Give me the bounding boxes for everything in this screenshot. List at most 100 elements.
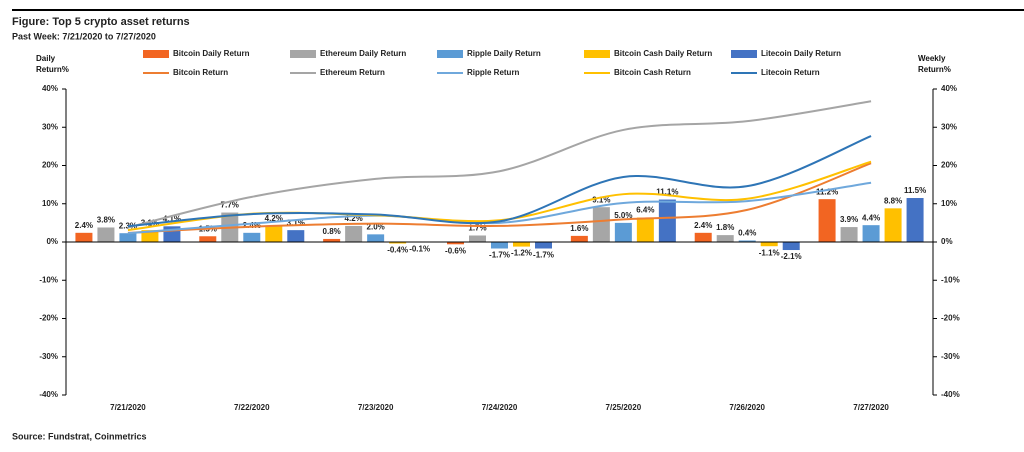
bar	[614, 222, 632, 242]
bar	[447, 242, 464, 245]
bar	[592, 207, 610, 242]
bar	[119, 233, 137, 242]
y2-tick-label: -30%	[941, 352, 960, 361]
bar	[884, 208, 902, 242]
legend-swatch	[437, 50, 463, 58]
y-tick-label: 30%	[42, 122, 58, 131]
value-label: 3.9%	[840, 215, 858, 224]
legend-label: Bitcoin Return	[173, 68, 228, 77]
bar	[389, 242, 407, 244]
value-label: -1.7%	[533, 251, 554, 260]
chart-subtitle: Past Week: 7/21/2020 to 7/27/2020	[12, 31, 156, 41]
legend-label: Bitcoin Cash Return	[614, 68, 691, 77]
bar	[840, 227, 858, 242]
legend-label: Ethereum Daily Return	[320, 49, 406, 58]
value-label: 7.7%	[221, 201, 239, 210]
legend-label: Bitcoin Daily Return	[173, 49, 250, 58]
source: Source: Fundstrat, Coinmetrics	[12, 431, 147, 441]
bar	[469, 235, 486, 242]
y2-tick-label: 0%	[941, 237, 953, 246]
value-label: 8.8%	[884, 196, 902, 205]
value-label: 0.8%	[323, 227, 341, 236]
x-tick-label: 7/23/2020	[358, 403, 394, 412]
y-tick-label: 40%	[42, 84, 58, 93]
y-axis-label: Daily Return%	[36, 54, 69, 74]
value-label: 11.1%	[656, 188, 678, 197]
bar	[97, 227, 115, 242]
y-tick-label: -20%	[39, 314, 58, 323]
y2-tick-label: 10%	[941, 199, 957, 208]
bar	[199, 236, 217, 242]
x-tick-label: 7/25/2020	[606, 403, 642, 412]
bar	[906, 198, 924, 242]
y2-tick-label: 40%	[941, 84, 957, 93]
x-tick-label: 7/21/2020	[110, 403, 146, 412]
value-label: 4.1%	[163, 214, 181, 223]
y2-tick-label: -10%	[941, 275, 960, 284]
value-label: -2.1%	[781, 252, 802, 261]
value-label: -1.7%	[489, 251, 510, 260]
y-tick-label: -30%	[39, 352, 58, 361]
legend-swatch	[731, 50, 757, 58]
bar	[782, 242, 800, 251]
y2-axis-label: Weekly Return%	[918, 54, 951, 74]
value-label: 2.4%	[694, 221, 712, 230]
y-tick-label: 20%	[42, 161, 58, 170]
legend-label: Bitcoin Cash Daily Return	[614, 49, 712, 58]
line	[127, 135, 872, 228]
value-label: 4.4%	[862, 213, 880, 222]
y2-tick-label: 30%	[941, 122, 957, 131]
value-label: 2.4%	[243, 221, 261, 230]
y-tick-label: 10%	[42, 199, 58, 208]
legend-label: Litecoin Return	[761, 68, 820, 77]
bar	[75, 232, 93, 242]
bar	[818, 199, 836, 242]
legend-swatch	[584, 50, 610, 58]
line	[127, 162, 872, 234]
value-label: -1.1%	[759, 248, 780, 257]
value-label: -0.4%	[387, 246, 408, 255]
value-label: -0.1%	[409, 244, 430, 253]
y-tick-label: -10%	[39, 275, 58, 284]
bar	[265, 225, 283, 242]
value-label: 1.8%	[716, 223, 734, 232]
bar	[535, 242, 552, 249]
value-label: 2.0%	[367, 222, 385, 231]
value-label: -0.6%	[445, 246, 466, 255]
bar	[862, 225, 880, 242]
value-label: 11.5%	[904, 186, 926, 195]
chart-title: Figure: Top 5 crypto asset returns	[12, 16, 190, 28]
x-tick-label: 7/24/2020	[482, 403, 518, 412]
value-label: 2.4%	[75, 221, 93, 230]
legend-label: Ripple Return	[467, 68, 520, 77]
bar	[345, 225, 363, 242]
bar	[716, 235, 734, 242]
value-label: 1.6%	[570, 224, 588, 233]
bar	[491, 242, 508, 249]
x-tick-label: 7/22/2020	[234, 403, 270, 412]
legend-swatch	[290, 50, 316, 58]
y2-tick-label: 20%	[941, 161, 957, 170]
line	[127, 181, 872, 235]
legend-label: Ripple Daily Return	[467, 49, 541, 58]
bar	[243, 232, 261, 242]
bar	[367, 234, 385, 242]
x-tick-label: 7/26/2020	[729, 403, 765, 412]
y-tick-label: -40%	[39, 390, 58, 399]
bar	[738, 240, 756, 242]
y-tick-label: 0%	[46, 237, 58, 246]
value-label: 4.2%	[345, 214, 363, 223]
bar	[513, 242, 530, 247]
y2-tick-label: -20%	[941, 314, 960, 323]
value-label: 3.1%	[287, 218, 305, 227]
value-label: 9.1%	[592, 195, 610, 204]
legend-label: Litecoin Daily Return	[761, 49, 841, 58]
bar	[636, 217, 654, 242]
bar	[141, 230, 159, 242]
value-label: 4.2%	[265, 214, 283, 223]
bar	[694, 232, 712, 242]
y2-tick-label: -40%	[941, 390, 960, 399]
value-label: 5.0%	[614, 211, 632, 220]
